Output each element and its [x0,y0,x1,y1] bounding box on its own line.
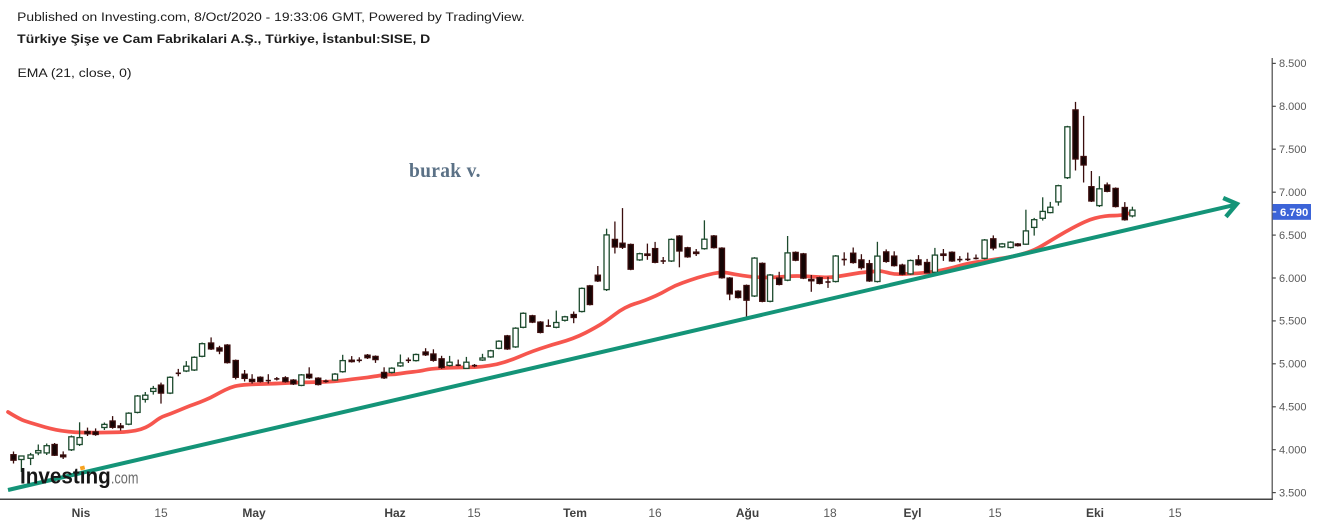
svg-text:EMA (21, close, 0): EMA (21, close, 0) [18,66,132,80]
svg-text:Eyl: Eyl [903,506,921,520]
svg-text:.com: .com [111,469,139,488]
svg-text:8.500: 8.500 [1279,58,1307,70]
svg-text:5.000: 5.000 [1279,359,1307,371]
svg-text:Nis: Nis [72,506,91,520]
svg-text:15: 15 [154,506,168,520]
svg-text:3.500: 3.500 [1279,487,1307,499]
svg-text:8.000: 8.000 [1279,101,1307,113]
svg-text:7.500: 7.500 [1279,144,1307,156]
svg-text:Investıng: Investıng [20,464,111,489]
svg-text:16: 16 [648,506,662,520]
svg-text:4.500: 4.500 [1279,402,1307,414]
svg-text:Published on Investing.com, 8/: Published on Investing.com, 8/Oct/2020 -… [17,10,525,24]
svg-text:Türkiye Şişe ve Cam Fabrikalar: Türkiye Şişe ve Cam Fabrikalari A.Ş., Tü… [17,31,430,46]
svg-text:Tem: Tem [563,506,587,520]
svg-text:4.000: 4.000 [1279,445,1307,457]
svg-text:18: 18 [823,506,837,520]
svg-text:6.000: 6.000 [1279,273,1307,285]
svg-text:15: 15 [467,506,481,520]
svg-text:15: 15 [988,506,1002,520]
svg-text:burak v.: burak v. [409,161,481,182]
svg-text:6.500: 6.500 [1279,230,1307,242]
svg-text:5.500: 5.500 [1279,316,1307,328]
svg-text:Ağu: Ağu [736,506,759,520]
svg-text:7.000: 7.000 [1279,187,1307,199]
svg-text:6.790: 6.790 [1280,207,1308,219]
svg-text:Eki: Eki [1086,506,1104,520]
svg-text:15: 15 [1168,506,1182,520]
svg-text:Haz: Haz [384,506,405,520]
svg-text:May: May [242,506,266,520]
